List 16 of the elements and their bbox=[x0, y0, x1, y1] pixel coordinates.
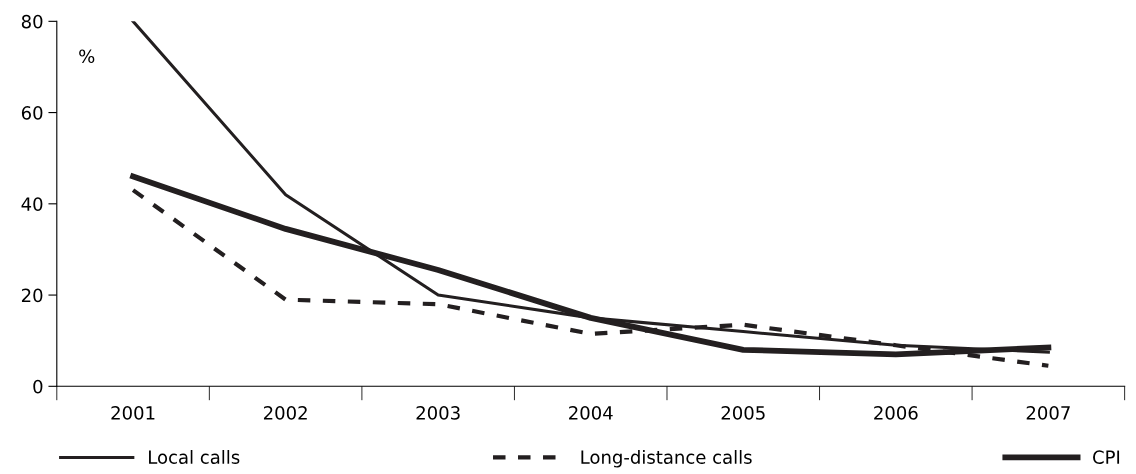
x-tick-label: 2005 bbox=[721, 406, 765, 420]
legend-label: Long-distance calls bbox=[581, 450, 752, 468]
x-tick-label: 2002 bbox=[263, 406, 307, 420]
y-tick-label: 80 bbox=[21, 14, 43, 29]
y-tick-label: 40 bbox=[21, 197, 43, 211]
legend-label: CPI bbox=[1093, 450, 1120, 464]
y-tick-label: 60 bbox=[21, 106, 43, 120]
y-tick-label: 20 bbox=[21, 288, 43, 303]
y-tick-label: 0 bbox=[33, 379, 43, 394]
x-tick-label: 2006 bbox=[874, 406, 918, 420]
x-tick-label: 2004 bbox=[569, 406, 613, 420]
legend-label: Local calls bbox=[149, 450, 240, 464]
x-tick-label: 2007 bbox=[1026, 406, 1070, 420]
x-tick-label: 2001 bbox=[111, 406, 155, 420]
y-axis-title: % bbox=[79, 49, 95, 64]
x-tick-label: 2003 bbox=[416, 406, 460, 420]
